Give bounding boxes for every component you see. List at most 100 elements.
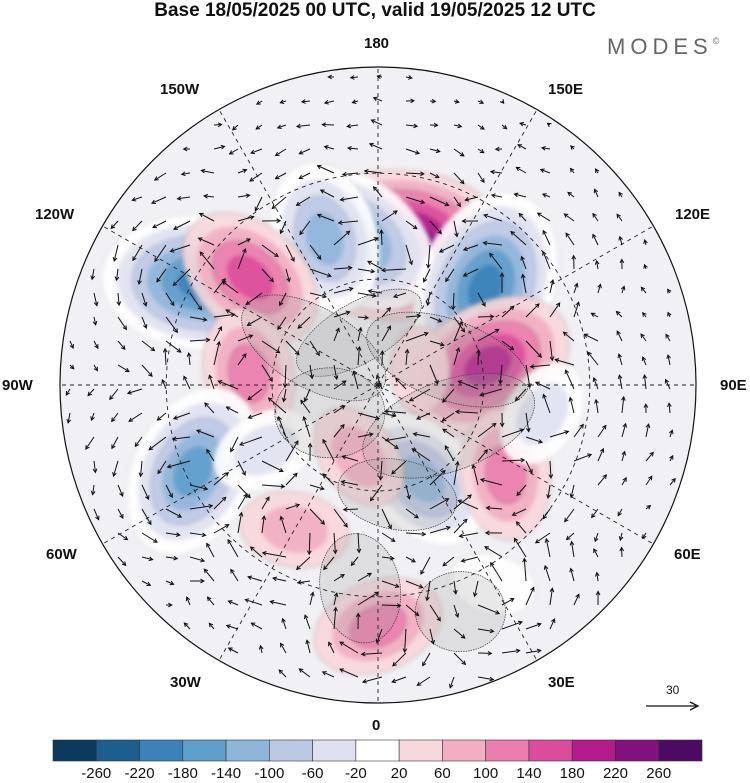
wind-arrow (477, 449, 489, 462)
wind-arrow (165, 580, 175, 586)
wind-arrow (546, 122, 552, 128)
wind-arrow (594, 571, 600, 582)
wind-arrow (213, 471, 230, 486)
wind-arrow (166, 460, 191, 469)
wind-arrow (597, 283, 602, 294)
wind-arrow (593, 532, 599, 543)
wind-arrow (117, 364, 130, 373)
wind-arrow (416, 412, 431, 420)
wind-arrow (303, 388, 311, 403)
wind-arrow (69, 340, 74, 349)
wind-arrow (549, 302, 561, 318)
wind-arrow (309, 340, 320, 357)
wind-arrow (200, 168, 215, 174)
wind-arrow (280, 642, 287, 654)
wind-arrow (425, 580, 431, 602)
wind-arrow (667, 311, 672, 318)
wind-arrow (515, 166, 527, 174)
wind-arrow (271, 196, 287, 210)
wind-arrow (405, 196, 426, 205)
wind-arrow (357, 572, 373, 582)
wind-arrow (429, 628, 436, 645)
wind-arrow (370, 119, 383, 126)
wind-arrow (457, 380, 479, 390)
wind-arrow (237, 353, 247, 366)
wind-arrow (489, 169, 503, 175)
modes-logo: MODES© (607, 34, 719, 60)
land-mass (296, 288, 422, 377)
wind-arrow (595, 590, 601, 606)
wind-arrow (250, 622, 263, 630)
wind-arrow (110, 220, 119, 230)
wind-arrow (615, 310, 623, 318)
wind-arrow (381, 555, 395, 561)
wind-arrow (66, 412, 72, 424)
wind-arrow (483, 213, 503, 222)
wind-arrow (597, 424, 607, 438)
wind-arrow (185, 596, 191, 606)
wind-arrow (426, 244, 431, 269)
wind-arrow (171, 436, 191, 442)
wind-arrow (204, 402, 215, 414)
wind-arrow (381, 603, 402, 608)
wind-arrow (340, 479, 359, 486)
wind-arrow (85, 436, 95, 450)
wind-arrow (332, 532, 338, 555)
map-border (59, 66, 697, 704)
wind-arrow (350, 556, 359, 567)
wind-arrow (132, 244, 143, 262)
wind-arrow (569, 540, 575, 558)
wind-arrow (525, 303, 540, 318)
wind-arrow (337, 220, 359, 225)
wind-arrow (116, 292, 122, 307)
wind-arrow (594, 259, 600, 270)
wind-arrow (477, 172, 485, 184)
lon-label-30w: 30W (170, 674, 201, 691)
wind-arrow (529, 364, 551, 369)
wind-arrow (384, 409, 407, 414)
wind-arrow (667, 288, 672, 294)
wind-arrow (621, 450, 627, 462)
wind-arrow (341, 455, 359, 462)
wind-arrow (117, 340, 126, 351)
wind-arrow (416, 676, 431, 686)
wind-arrow (442, 428, 455, 438)
wind-arrow (165, 532, 181, 537)
wind-arrow (141, 316, 148, 329)
colorbar-swatch (312, 739, 357, 762)
wind-arrow (131, 220, 143, 232)
wind-arrow (165, 484, 173, 499)
wind-arrow (429, 469, 446, 486)
wind-arrow (261, 484, 286, 489)
wind-arrow (261, 515, 267, 534)
wind-arrow (669, 429, 674, 438)
colorbar-swatch (269, 739, 313, 762)
wind-arrow (117, 532, 129, 541)
wind-arrow (643, 403, 649, 414)
wind-arrow (453, 148, 465, 157)
meridian-line (377, 384, 538, 661)
wind-arrow (517, 144, 527, 150)
wind-arrow (189, 316, 208, 322)
wind-arrow (441, 412, 455, 422)
wind-arrow (453, 604, 460, 619)
wind-arrow (510, 230, 527, 246)
colorbar-tick: 20 (390, 765, 408, 782)
wind-arrow (619, 258, 625, 270)
wind-arrow (90, 412, 95, 422)
wind-arrow (333, 574, 345, 582)
wind-arrow (381, 532, 396, 542)
wind-arrow (357, 591, 380, 606)
wind-arrow (203, 568, 215, 582)
wind-arrow (282, 364, 288, 389)
land-mass (319, 533, 402, 644)
wind-arrow (352, 370, 359, 390)
wind-arrow (213, 122, 223, 128)
wind-arrow (513, 537, 527, 558)
wind-arrow (618, 235, 623, 246)
wind-arrow (357, 326, 363, 342)
wind-arrow (568, 396, 575, 414)
wind-arrow (420, 556, 431, 575)
wind-arrow (261, 460, 284, 473)
wind-arrow (477, 314, 495, 320)
